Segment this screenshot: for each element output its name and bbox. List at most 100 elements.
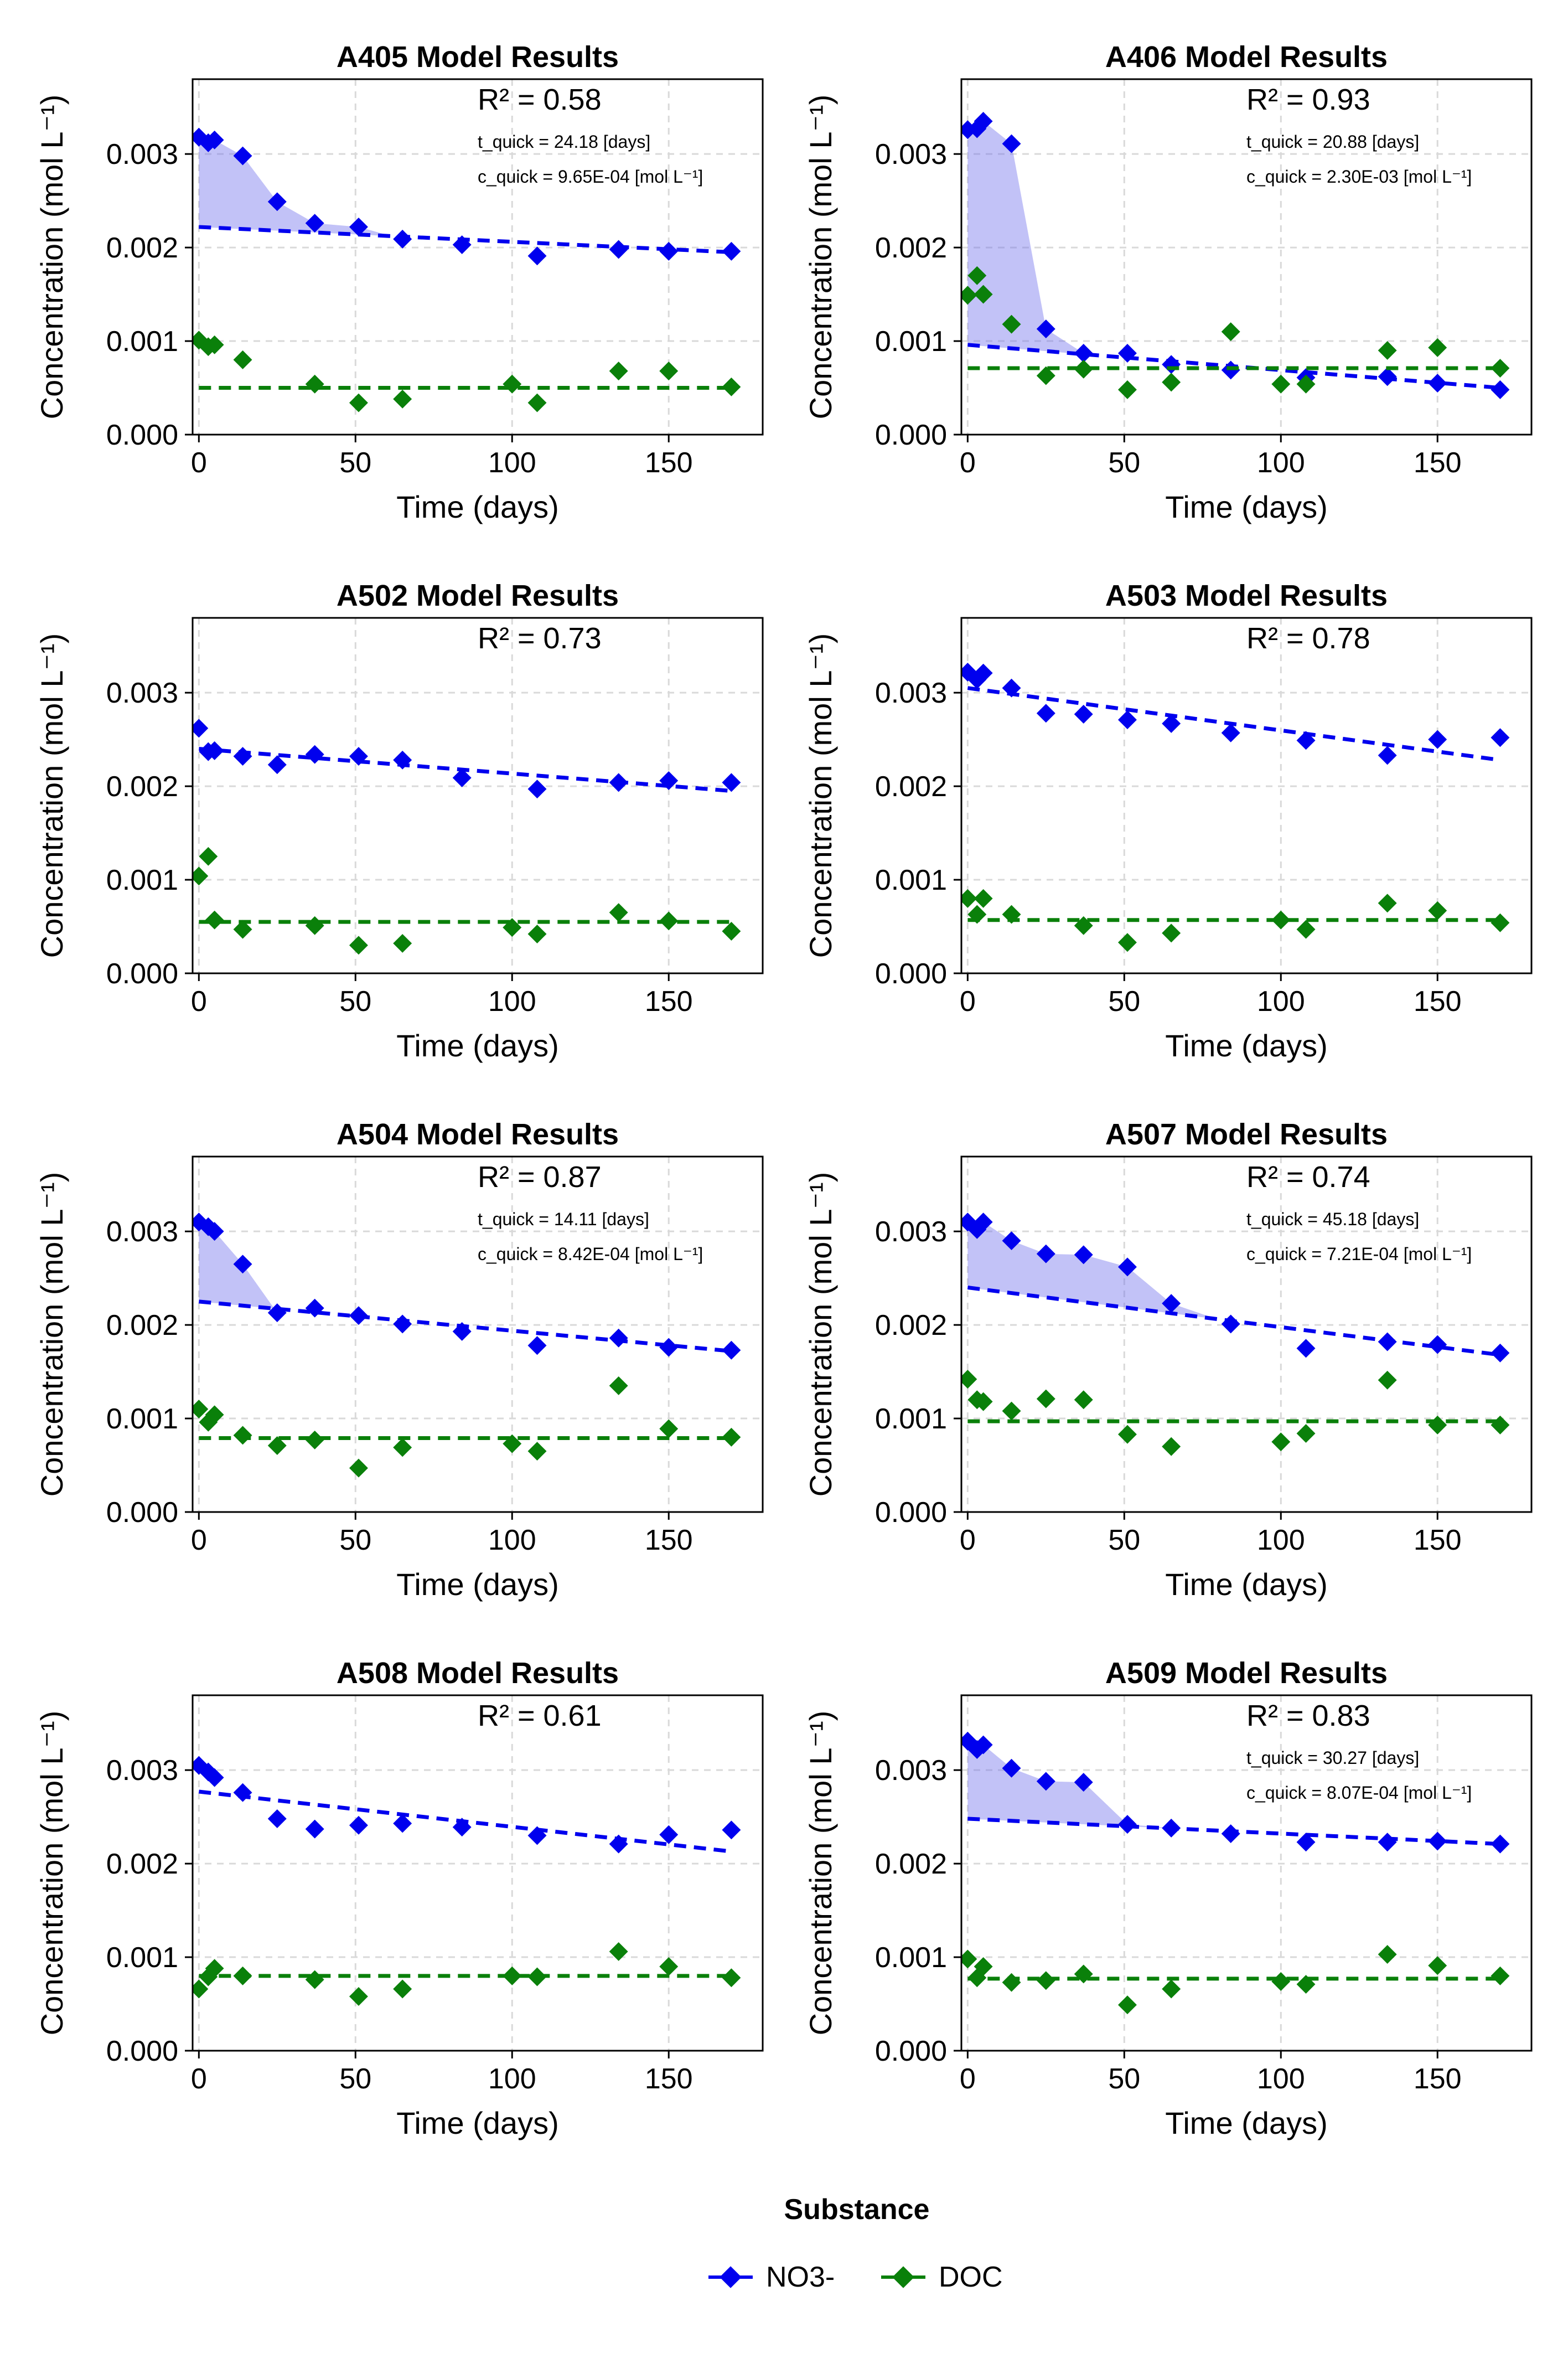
y-tick-label: 0.003 xyxy=(106,1755,178,1787)
y-axis-label: Concentration (mol L⁻¹) xyxy=(803,95,838,420)
doc-point xyxy=(659,1957,679,1976)
doc-point xyxy=(609,903,628,922)
no3-point xyxy=(349,747,368,766)
doc-point xyxy=(393,389,412,409)
y-tick-label: 0.001 xyxy=(875,1403,947,1435)
y-tick-label: 0.001 xyxy=(875,864,947,896)
doc-point xyxy=(974,1392,993,1411)
x-tick-label: 150 xyxy=(1414,447,1462,479)
x-tick-label: 0 xyxy=(960,1524,976,1556)
no3-point xyxy=(1378,746,1397,765)
no3-point xyxy=(609,240,628,259)
no3-point xyxy=(1074,344,1093,363)
t-quick-label: t_quick = 24.18 [days] xyxy=(478,132,650,152)
doc-point xyxy=(974,285,993,304)
c-quick-label: c_quick = 7.21E-04 [mol L⁻¹] xyxy=(1246,1244,1472,1264)
y-tick-label: 0.003 xyxy=(106,677,178,709)
no3-point xyxy=(1002,1758,1021,1778)
y-tick-label: 0.003 xyxy=(875,1755,947,1787)
x-axis-label: Time (days) xyxy=(1165,489,1328,524)
no3-point xyxy=(974,1212,993,1232)
x-tick-label: 150 xyxy=(645,985,693,1018)
y-tick-label: 0.001 xyxy=(106,326,178,358)
t-quick-label: t_quick = 20.88 [days] xyxy=(1246,132,1419,152)
doc-point xyxy=(961,1370,977,1389)
chart-panel-7: 0 50 100 150 0.000 0.001 0.002 0.003 A508 Model … xyxy=(34,1657,764,2140)
no3-point xyxy=(349,217,368,236)
doc-point xyxy=(1378,1945,1397,1964)
y-tick-label: 0.000 xyxy=(106,2035,178,2067)
doc-point xyxy=(1117,933,1137,952)
doc-point xyxy=(1036,366,1055,385)
no3-point xyxy=(1491,1343,1510,1363)
x-tick-label: 0 xyxy=(191,985,207,1018)
x-tick-label: 50 xyxy=(339,985,371,1018)
plot-frame xyxy=(192,1155,764,1513)
doc-point xyxy=(1074,359,1093,379)
y-tick-label: 0.002 xyxy=(106,771,178,803)
x-tick-label: 100 xyxy=(1257,2063,1305,2095)
no3-point xyxy=(609,1834,628,1854)
x-tick-label: 100 xyxy=(488,1524,536,1556)
y-tick-label: 0.003 xyxy=(106,138,178,171)
doc-point xyxy=(1271,910,1291,930)
doc-point xyxy=(961,286,977,305)
no3-point xyxy=(609,773,628,792)
y-tick-label: 0.001 xyxy=(106,1403,178,1435)
doc-point xyxy=(1162,923,1181,943)
x-tick-label: 0 xyxy=(191,2063,207,2095)
y-axis-label: Concentration (mol L⁻¹) xyxy=(803,1711,838,2036)
no3-point xyxy=(1117,344,1137,363)
doc-point xyxy=(527,393,547,412)
y-tick-label: 0.002 xyxy=(875,771,947,803)
no3-point xyxy=(1074,705,1093,724)
y-axis-label: Concentration (mol L⁻¹) xyxy=(34,1172,69,1497)
doc-point xyxy=(1074,1964,1093,1984)
c-quick-label: c_quick = 9.65E-04 [mol L⁻¹] xyxy=(478,167,703,187)
doc-point xyxy=(1002,905,1021,924)
chart-title: A508 Model Results xyxy=(337,1657,619,1690)
y-tick-label: 0.002 xyxy=(875,1848,947,1880)
x-tick-label: 100 xyxy=(1257,985,1305,1018)
y-axis-label: Concentration (mol L⁻¹) xyxy=(34,95,69,420)
doc-point xyxy=(1296,1975,1316,1994)
x-axis-label: Time (days) xyxy=(396,1028,559,1063)
legend: Substance NO3- DOC xyxy=(708,2194,1003,2293)
legend-doc-marker xyxy=(892,2266,914,2288)
plot-frame xyxy=(192,78,764,436)
doc-point xyxy=(1002,314,1021,334)
c-quick-label: c_quick = 2.30E-03 [mol L⁻¹] xyxy=(1246,167,1472,187)
no3-point xyxy=(659,1338,679,1357)
no3-point xyxy=(974,112,993,131)
y-tick-label: 0.001 xyxy=(106,864,178,896)
no3-point xyxy=(1221,1824,1240,1844)
no3-point xyxy=(659,771,679,790)
doc-point xyxy=(349,393,368,412)
x-axis-label: Time (days) xyxy=(396,1567,559,1602)
no3-point xyxy=(1002,134,1021,153)
no3-point xyxy=(1491,1834,1510,1854)
doc-point xyxy=(1296,920,1316,939)
chart-panel-5: 0 50 100 150 0.000 0.001 0.002 0.003 A504 Model … xyxy=(34,1118,764,1602)
plot-frame xyxy=(960,78,1533,436)
doc-point xyxy=(1117,1995,1137,2015)
x-tick-label: 0 xyxy=(191,447,207,479)
no3-point xyxy=(1221,1314,1240,1334)
x-axis-label: Time (days) xyxy=(1165,1567,1328,1602)
plot-data xyxy=(961,663,1510,952)
doc-point xyxy=(609,362,628,381)
x-tick-label: 150 xyxy=(645,2063,693,2095)
no3-point xyxy=(722,241,741,261)
x-tick-label: 150 xyxy=(645,447,693,479)
doc-point xyxy=(1378,1370,1397,1390)
no3-point xyxy=(393,229,412,249)
r-squared-label: R² = 0.78 xyxy=(1246,622,1370,655)
doc-point xyxy=(722,922,741,941)
x-axis-label: Time (days) xyxy=(1165,2106,1328,2140)
t-quick-label: t_quick = 14.11 [days] xyxy=(478,1209,649,1229)
r-squared-label: R² = 0.74 xyxy=(1246,1160,1370,1194)
doc-point xyxy=(1002,1973,1021,1992)
doc-point xyxy=(205,335,224,354)
plot-data xyxy=(193,127,741,412)
plot-frame xyxy=(960,1694,1533,2052)
